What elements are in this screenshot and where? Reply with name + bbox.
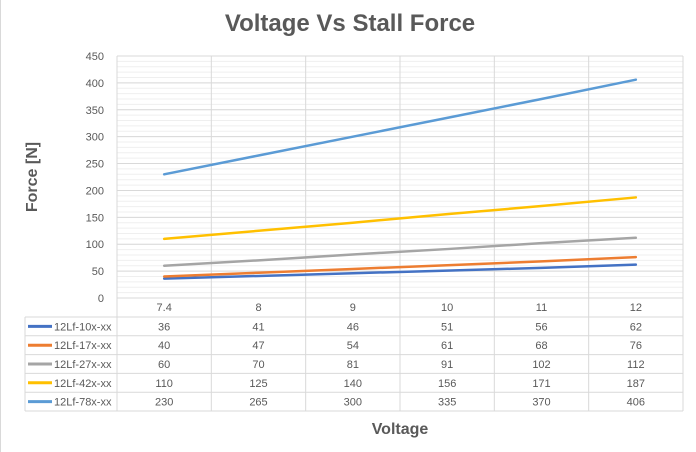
table-cell: 335 bbox=[438, 397, 456, 409]
series-line-12Lf-27x-xx bbox=[162, 236, 638, 267]
table-cell: 187 bbox=[627, 378, 645, 390]
legend-label: 12Lf-17x-xx bbox=[54, 340, 112, 352]
table-cell: 102 bbox=[532, 359, 550, 371]
legend-label: 12Lf-78x-xx bbox=[54, 397, 112, 409]
table-cell: 230 bbox=[155, 397, 173, 409]
x-tick-label: 11 bbox=[536, 302, 547, 314]
table-cell: 41 bbox=[252, 321, 264, 333]
table-cell: 265 bbox=[249, 397, 267, 409]
legend-label: 12Lf-10x-xx bbox=[54, 321, 112, 333]
x-tick-label: 7.4 bbox=[157, 302, 172, 314]
table-cell: 156 bbox=[438, 378, 456, 390]
table-cell: 61 bbox=[441, 340, 453, 352]
x-tick-label: 8 bbox=[255, 302, 261, 314]
y-tick-label: 100 bbox=[86, 239, 104, 251]
y-tick-label: 200 bbox=[86, 185, 104, 197]
table-cell: 125 bbox=[249, 378, 267, 390]
y-tick-label: 150 bbox=[86, 212, 104, 224]
table-cell: 36 bbox=[158, 321, 170, 333]
series-line-12Lf-78x-xx bbox=[162, 78, 638, 176]
series-line-12Lf-42x-xx bbox=[162, 196, 638, 241]
table-cell: 56 bbox=[535, 321, 547, 333]
table-cell: 171 bbox=[532, 378, 550, 390]
x-axis-label: Voltage bbox=[372, 421, 429, 438]
y-tick-label: 50 bbox=[92, 266, 104, 278]
x-tick-label: 9 bbox=[350, 302, 356, 314]
table-cell: 110 bbox=[155, 378, 173, 390]
x-tick-label: 12 bbox=[630, 302, 642, 314]
y-tick-label: 300 bbox=[86, 132, 104, 144]
table-cell: 54 bbox=[347, 340, 359, 352]
table-cell: 370 bbox=[532, 397, 550, 409]
y-tick-label: 450 bbox=[86, 51, 104, 63]
table-cell: 60 bbox=[158, 359, 170, 371]
table-cell: 46 bbox=[347, 321, 359, 333]
table-cell: 91 bbox=[441, 359, 453, 371]
table-cell: 51 bbox=[441, 321, 453, 333]
table-cell: 47 bbox=[252, 340, 264, 352]
y-tick-label: 0 bbox=[98, 293, 104, 305]
legend-label: 12Lf-27x-xx bbox=[54, 359, 112, 371]
table-cell: 406 bbox=[627, 397, 645, 409]
y-tick-label: 250 bbox=[86, 159, 104, 171]
series-line-12Lf-17x-xx bbox=[162, 255, 638, 278]
table-cell: 76 bbox=[630, 340, 642, 352]
table-cell: 81 bbox=[347, 359, 359, 371]
table-cell: 62 bbox=[630, 321, 642, 333]
chart-title: Voltage Vs Stall Force bbox=[225, 10, 475, 37]
series-line-12Lf-10x-xx bbox=[162, 263, 638, 280]
table-cell: 112 bbox=[627, 359, 645, 371]
y-axis-label: Force [N] bbox=[24, 142, 41, 212]
table-cell: 68 bbox=[535, 340, 547, 352]
frame-border bbox=[0, 0, 1, 452]
table-cell: 70 bbox=[252, 359, 264, 371]
table-cell: 300 bbox=[344, 397, 362, 409]
table-cell: 40 bbox=[158, 340, 170, 352]
y-tick-label: 400 bbox=[86, 78, 104, 90]
table-cell: 140 bbox=[344, 378, 362, 390]
y-tick-label: 350 bbox=[86, 105, 104, 117]
x-tick-label: 10 bbox=[441, 302, 453, 314]
legend-label: 12Lf-42x-xx bbox=[54, 378, 112, 390]
